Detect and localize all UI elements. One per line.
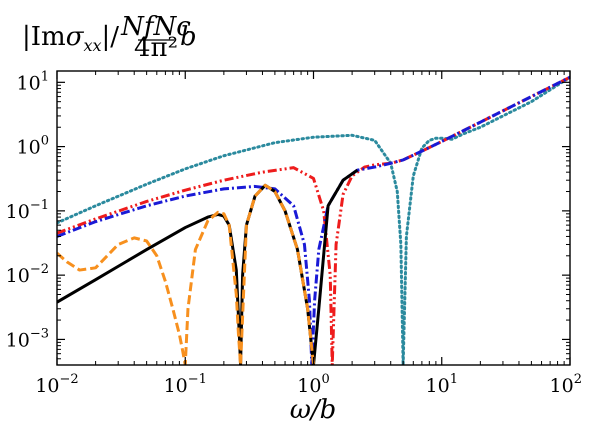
series-line-4: [57, 168, 359, 365]
y-tick-label-base: 10: [6, 201, 30, 223]
x-tick-label: 102: [550, 372, 582, 397]
x-tick-label: 101: [426, 372, 458, 397]
x-tick-label: 10−1: [164, 372, 207, 397]
y-tick-label-exponent: 1: [41, 69, 49, 84]
x-tick-label-base: 10: [550, 375, 574, 397]
y-tick-label: 10−1: [6, 198, 49, 223]
y-tick-label-base: 10: [17, 137, 41, 159]
title-sigma: σ: [66, 22, 85, 52]
y-tick-label-exponent: −1: [30, 198, 49, 213]
x-tick-label-base: 10: [297, 375, 321, 397]
x-tick-label-base: 10: [164, 375, 188, 397]
x-tick-label-exponent: 1: [450, 372, 458, 387]
y-tick-label-base: 10: [17, 72, 41, 94]
series-line-5: [57, 183, 315, 365]
x-tick-label-exponent: 0: [321, 372, 329, 387]
y-tick-label: 10−3: [6, 326, 49, 351]
title-sub: xx: [83, 36, 101, 55]
title-frac-den: 4π²: [134, 33, 178, 63]
x-tick-label-exponent: 2: [574, 372, 582, 387]
x-tick-label-exponent: −1: [188, 372, 207, 387]
x-tick-label-exponent: −2: [60, 372, 79, 387]
x-tick-label: 10−2: [35, 372, 78, 397]
title-left: |Im: [22, 22, 66, 52]
y-tick-label: 100: [17, 134, 49, 159]
x-tick-label-base: 10: [35, 375, 59, 397]
title-right: b: [180, 22, 197, 52]
title-frac-num: NfNc: [120, 12, 191, 42]
plot-frame: [56, 70, 571, 366]
series-layer: [57, 75, 570, 365]
x-tick-label: 100: [297, 372, 329, 397]
series-line-1: [57, 75, 570, 365]
y-tick-label-base: 10: [6, 329, 30, 351]
x-tick-label-base: 10: [426, 375, 450, 397]
y-tick-label-exponent: 0: [41, 134, 49, 149]
y-tick-label-exponent: −3: [30, 326, 49, 341]
series-line-3: [57, 75, 570, 365]
y-tick-label-exponent: −2: [30, 262, 49, 277]
y-tick-label: 10−2: [6, 262, 49, 287]
y-tick-label: 101: [17, 69, 49, 94]
title-mid: |/: [101, 22, 119, 52]
y-tick-label-base: 10: [6, 265, 30, 287]
chart-title: |Imσxx|/: [22, 22, 119, 55]
x-axis-title: ω/b: [290, 395, 337, 425]
